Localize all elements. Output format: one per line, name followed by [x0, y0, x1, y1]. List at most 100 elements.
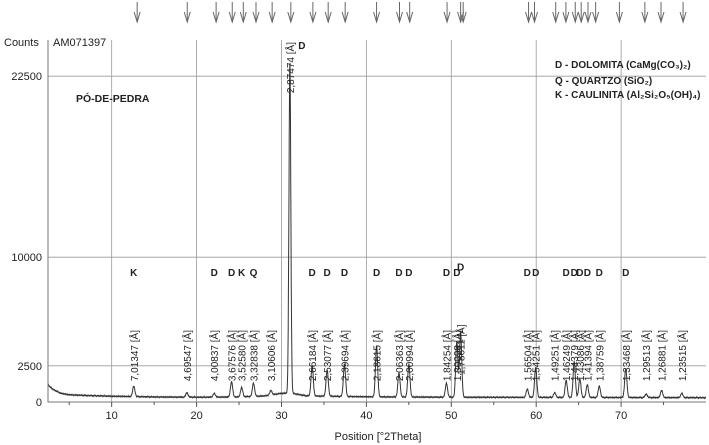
peak-phase-label: D: [298, 41, 305, 52]
diffraction-curve: [47, 62, 707, 400]
peak-d-spacing-label: 1,29513 [Å]: [640, 330, 653, 381]
peak-phase-label: D: [524, 268, 531, 279]
reference-marker-arrow: [228, 11, 236, 24]
peak-label-group: 1,29513 [Å]: [640, 330, 653, 381]
peak-label-group: 1,56504 [Å] D: [521, 268, 534, 381]
peak-phase-label: D: [443, 268, 450, 279]
x-tick-label: 30: [275, 410, 287, 422]
reference-marker-arrow: [406, 11, 414, 24]
peak-label-group: 1,44379 [Å] D: [568, 268, 581, 381]
reference-marker-arrow: [525, 11, 533, 24]
peak-label-group: 2,00994 [Å] D: [403, 268, 416, 381]
peak-d-spacing-label: 4,69547 [Å]: [181, 330, 194, 381]
peak-d-spacing-label: 2,00994 [Å]: [403, 330, 416, 381]
peak-phase-label: D: [571, 268, 578, 279]
reference-marker-arrow: [373, 11, 381, 24]
y-axis-title: Counts: [4, 37, 39, 49]
peak-label-group: 3,52580 [Å] K: [236, 268, 249, 381]
peak-label-group: 2,87474 [Å] D: [284, 41, 306, 93]
peak-label-group: 1,26881 [Å]: [656, 330, 669, 381]
peak-phase-label: D: [309, 268, 316, 279]
peak-label-group: 1,38759 [Å] D: [593, 268, 606, 381]
y-tick-label: 0: [36, 397, 42, 409]
legend-item-dolomita: D - DOLOMITA (CaMg(CO₃)₂): [555, 60, 691, 71]
x-axis-title: Position [°2Theta]: [335, 431, 422, 443]
peak-d-spacing-label: 2,66184 [Å]: [306, 330, 319, 381]
x-tick-label: 10: [106, 410, 118, 422]
peak-d-spacing-label: 1,26881 [Å]: [656, 330, 669, 381]
peak-d-spacing-label: 4,00837 [Å]: [208, 330, 221, 381]
peak-label-group: 1,84254 [Å] D: [440, 268, 453, 381]
peak-label-group: 2,53077 [Å] D: [321, 268, 334, 381]
reference-marker-arrow: [212, 11, 220, 24]
chart-title: PÓ-DE-PEDRA: [76, 92, 150, 105]
peak-phase-label: Q: [250, 268, 258, 279]
peak-label-group: 1,23515 [Å]: [676, 330, 689, 381]
legend-item-caulinita: K - CAULINITA (Al₂Si₂O₅(OH)₄): [555, 90, 700, 101]
reference-marker-arrow: [657, 11, 665, 24]
peak-d-spacing-label: 2,18615 [Å]: [371, 330, 384, 381]
peak-d-spacing-label: 1,44379 [Å]: [568, 330, 581, 381]
reference-marker-arrow: [324, 11, 332, 24]
peak-label-group: 1,49251 [Å]: [549, 330, 562, 381]
peak-label-group: 4,69547 [Å]: [181, 330, 194, 381]
peak-label-group: 4,00837 [Å] D: [208, 268, 221, 381]
peak-d-spacing-label: 1,38759 [Å]: [593, 330, 606, 381]
peak-phase-label: D: [341, 268, 348, 279]
peak-label-group: 2,39694 [Å] D: [338, 268, 351, 381]
peak-d-spacing-label: 3,52580 [Å]: [236, 330, 249, 381]
x-tick-label: 70: [615, 410, 627, 422]
peak-label-group: 1,80098 [Å] D: [451, 268, 464, 381]
sample-id: AM071397: [53, 37, 106, 49]
peak-d-spacing-label: 2,87474 [Å]: [284, 42, 297, 93]
peak-label-group: 1,43086 [Å] D: [574, 268, 587, 381]
peak-phase-label: D: [373, 268, 380, 279]
reference-marker-arrow: [571, 11, 579, 24]
reference-marker-arrow: [309, 11, 317, 24]
reference-marker-arrow: [341, 11, 349, 24]
peak-d-spacing-label: 2,53077 [Å]: [321, 330, 334, 381]
peak-phase-label: D: [228, 268, 235, 279]
peak-d-spacing-label: 7,01347 [Å]: [128, 330, 141, 381]
peak-label-group: 2,06363 [Å] D: [393, 268, 406, 381]
peak-phase-label: D: [405, 268, 412, 279]
reference-marker-arrow: [531, 11, 538, 24]
reference-marker-arrow: [443, 11, 451, 24]
peak-d-spacing-label: 1,78611 [Å]: [455, 324, 468, 375]
peak-label-group: 3,10606 [Å]: [265, 330, 278, 381]
reference-marker-arrow: [287, 11, 295, 24]
peak-label-group: 1,33468 [Å] D: [620, 268, 633, 381]
peak-phase-label: D: [395, 268, 402, 279]
peak-d-spacing-label: 1,49251 [Å]: [549, 330, 562, 381]
reference-marker-arrow: [552, 11, 560, 24]
peak-d-spacing-label: 2,06363 [Å]: [393, 330, 406, 381]
peak-label-group: 1,78611 [Å] D: [455, 262, 468, 374]
peak-phase-label: D: [563, 268, 570, 279]
peak-phase-label: D: [584, 268, 591, 279]
reference-marker-arrow: [239, 11, 247, 24]
peak-d-spacing-label: 1,80098 [Å]: [451, 330, 464, 381]
peak-d-spacing-label: 3,32838 [Å]: [247, 330, 260, 381]
reference-marker-arrow: [459, 11, 467, 24]
reference-marker-arrow: [268, 11, 276, 24]
peak-d-spacing-label: 1,33468 [Å]: [620, 330, 633, 381]
peak-d-spacing-label: 1,84254 [Å]: [440, 330, 453, 381]
peak-phase-label: K: [130, 268, 138, 279]
peak-d-spacing-label: 2,39694 [Å]: [338, 330, 351, 381]
peak-phase-label: K: [238, 268, 246, 279]
reference-marker-arrow: [641, 11, 649, 24]
peak-phase-label: D: [532, 268, 539, 279]
reference-marker-arrow: [562, 11, 570, 24]
reference-marker-arrow: [615, 11, 623, 24]
peak-label-group: 1,41394 [Å] D: [581, 268, 594, 381]
peak-d-spacing-label: 1,41394 [Å]: [581, 330, 594, 381]
reference-marker-arrow: [584, 11, 592, 24]
peak-d-spacing-label: 3,67576 [Å]: [226, 330, 239, 381]
peak-label-group: 2,18615 [Å] D: [371, 268, 384, 381]
grid-layer: [48, 40, 706, 402]
x-tick-label: 50: [445, 410, 457, 422]
peak-labels: 7,01347 [Å]K4,69547 [Å] 4,00837 [Å]D3,675…: [128, 41, 689, 381]
reference-marker-arrow: [457, 11, 465, 24]
